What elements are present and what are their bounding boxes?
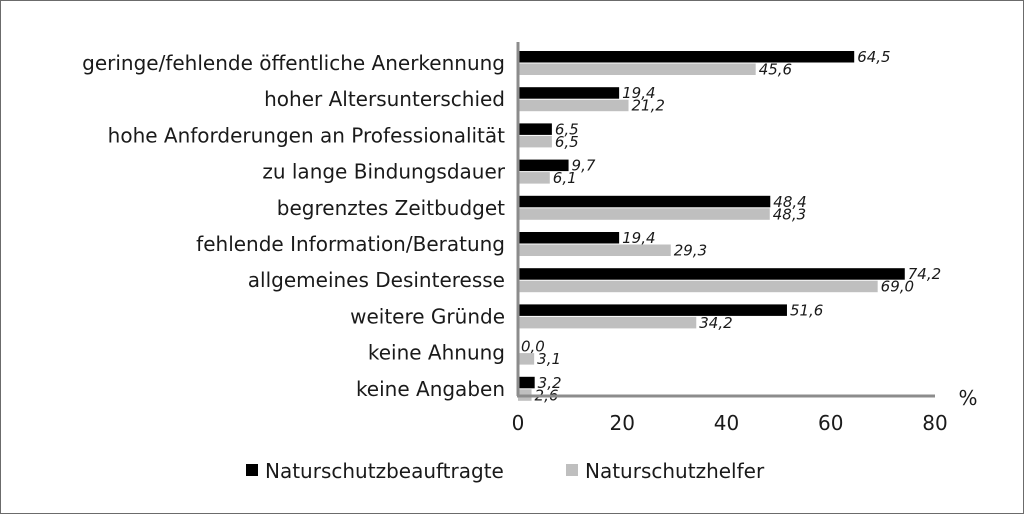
bar-naturschutzbeauftragte (518, 87, 620, 99)
x-tick-label: 0 (512, 411, 525, 435)
bar-naturschutzbeauftragte (518, 376, 535, 389)
category-label: zu lange Bindungsdauer (262, 160, 505, 184)
bar-naturschutzbeauftragte (518, 123, 552, 135)
category-label: hoher Altersunterschied (264, 87, 505, 111)
category-label: fehlende Information/Beratung (196, 232, 505, 256)
bar-naturschutzhelfer (518, 135, 552, 148)
data-label: 48,3 (773, 205, 806, 223)
legend-naturschutzbeauftragte-swatch (246, 464, 258, 476)
legend-naturschutzbeauftragte-label: Naturschutzbeauftragte (265, 459, 504, 483)
bar-naturschutzbeauftragte (518, 159, 569, 172)
data-label: 9,7 (572, 157, 596, 175)
data-label: 29,3 (674, 242, 707, 260)
data-label: 64,5 (857, 48, 890, 66)
category-label: keine Angaben (356, 377, 505, 401)
bar-naturschutzbeauftragte (518, 232, 620, 244)
category-label: allgemeines Desinteresse (248, 268, 505, 292)
bar-naturschutzbeauftragte (518, 51, 855, 63)
data-label: 45,6 (759, 61, 792, 79)
category-label: weitere Gründe (350, 304, 505, 328)
bar-naturschutzbeauftragte (518, 195, 771, 208)
bar-naturschutzhelfer (518, 316, 697, 329)
bar-naturschutzhelfer (518, 280, 878, 293)
data-label: 48,4 (773, 193, 806, 211)
data-label: 21,2 (632, 97, 665, 115)
legend-naturschutzhelfer-label: Naturschutzhelfer (585, 459, 765, 483)
data-label: 3,1 (537, 350, 561, 368)
data-label: 19,4 (622, 84, 655, 102)
data-label: 19,4 (622, 229, 655, 247)
category-label: keine Ahnung (368, 341, 505, 365)
bar-naturschutzbeauftragte (518, 304, 787, 316)
category-label: geringe/fehlende öffentliche Anerkennung (82, 51, 505, 75)
data-label: 51,6 (790, 301, 823, 319)
bar-naturschutzhelfer (518, 99, 629, 112)
x-tick-label: 20 (610, 411, 635, 435)
bar-naturschutzhelfer (518, 208, 770, 220)
bar-naturschutzhelfer (518, 63, 756, 75)
category-label: hohe Anforderungen an Professionalität (108, 123, 506, 147)
x-unit-label: % (958, 386, 977, 410)
data-label: 6,5 (555, 120, 579, 138)
x-tick-label: 80 (922, 411, 947, 435)
data-label: 74,2 (908, 265, 941, 283)
data-label: 6,5 (555, 133, 579, 151)
data-label: 3,2 (538, 374, 562, 392)
bar-naturschutzhelfer (518, 353, 535, 365)
data-label: 0,0 (521, 338, 545, 356)
data-label: 6,1 (553, 169, 577, 187)
x-tick-label: 60 (818, 411, 843, 435)
data-label: 34,2 (699, 314, 732, 332)
data-label: 69,0 (881, 278, 914, 296)
category-label: begrenztes Zeitbudget (277, 196, 505, 220)
bar-naturschutzhelfer (518, 172, 550, 184)
legend-naturschutzhelfer-swatch (566, 464, 578, 476)
bar-naturschutzbeauftragte (518, 268, 905, 280)
x-tick-label: 40 (714, 411, 739, 435)
bar-naturschutzhelfer (518, 244, 671, 256)
